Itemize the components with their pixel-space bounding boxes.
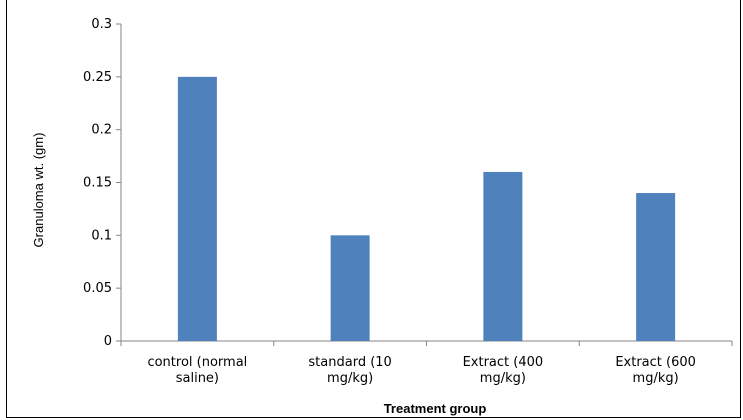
x-axis-title: Treatment group xyxy=(384,401,487,416)
x-category-label: mg/kg) xyxy=(327,371,373,386)
x-category-label: Extract (400 xyxy=(463,355,544,370)
y-tick-label: 0 xyxy=(104,334,112,349)
y-tick-label: 0.3 xyxy=(91,17,112,32)
bar-chart: Granuloma wt. (gm) Treatment group 0 0.05… xyxy=(31,17,733,416)
bar xyxy=(177,76,217,341)
chart-frame: Granuloma wt. (gm) Treatment group 0 0.05… xyxy=(6,0,741,418)
y-tick-label: 0.25 xyxy=(83,70,112,85)
y-tick-label: 0.15 xyxy=(83,176,112,191)
bar xyxy=(483,171,523,341)
x-category-label: saline) xyxy=(176,371,219,386)
x-category-label: standard (10 xyxy=(308,355,391,370)
bar xyxy=(330,235,370,341)
y-axis-title: Granuloma wt. (gm) xyxy=(31,133,46,248)
x-category-label: mg/kg) xyxy=(480,371,526,386)
bar xyxy=(636,193,676,341)
y-tick-label: 0.05 xyxy=(83,281,112,296)
y-tick-label: 0.2 xyxy=(91,123,112,138)
plot-area: 0 0.05 0.1 0.15 0.2 0.25 0.3 control (normalsal… xyxy=(83,17,733,386)
x-category-label: Extract (600 xyxy=(615,355,696,370)
y-tick-label: 0.1 xyxy=(91,228,112,243)
x-category-label: mg/kg) xyxy=(633,371,679,386)
x-category-label: control (normal xyxy=(147,355,247,370)
